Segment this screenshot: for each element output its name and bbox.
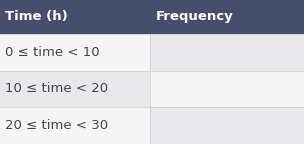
Bar [0, 34, 150, 71]
Bar [0, 107, 150, 144]
Text: 10 ≤ time < 20: 10 ≤ time < 20 [5, 82, 109, 95]
Text: Time (h): Time (h) [5, 10, 68, 23]
Bar [150, 34, 304, 71]
Bar [0, 0, 150, 34]
Text: 20 ≤ time < 30: 20 ≤ time < 30 [5, 119, 109, 132]
Bar [0, 71, 150, 107]
Text: 0 ≤ time < 10: 0 ≤ time < 10 [5, 46, 100, 59]
Text: Frequency: Frequency [156, 10, 234, 23]
Bar [150, 107, 304, 144]
Bar [150, 71, 304, 107]
Bar [150, 0, 304, 34]
